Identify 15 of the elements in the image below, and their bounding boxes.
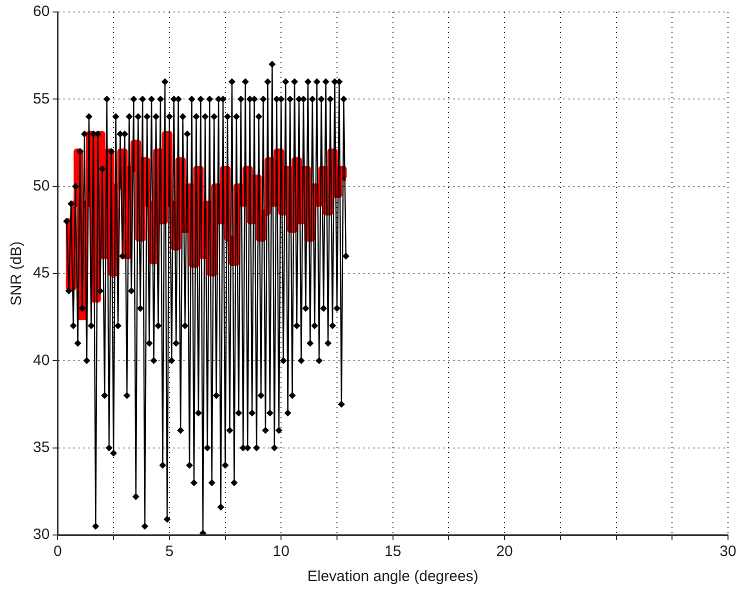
y-axis-title: SNR (dB) [8,241,26,306]
x-tick-label: 30 [720,543,736,560]
y-tick-label: 35 [32,438,50,456]
y-tick-label: 60 [32,3,50,20]
x-axis-title: Elevation angle (degrees) [307,568,478,586]
y-tick-label: 50 [32,177,50,194]
y-tick-label: 55 [32,90,50,108]
x-tick-label: 5 [165,543,174,560]
y-tick-label: 45 [32,264,50,282]
x-tick-label: 10 [272,543,290,560]
y-tick-label: 40 [32,352,50,369]
x-tick-label: 15 [384,543,402,560]
y-tick-label: 30 [32,526,50,544]
x-tick-label: 0 [54,543,62,560]
x-tick-label: 20 [496,543,513,560]
